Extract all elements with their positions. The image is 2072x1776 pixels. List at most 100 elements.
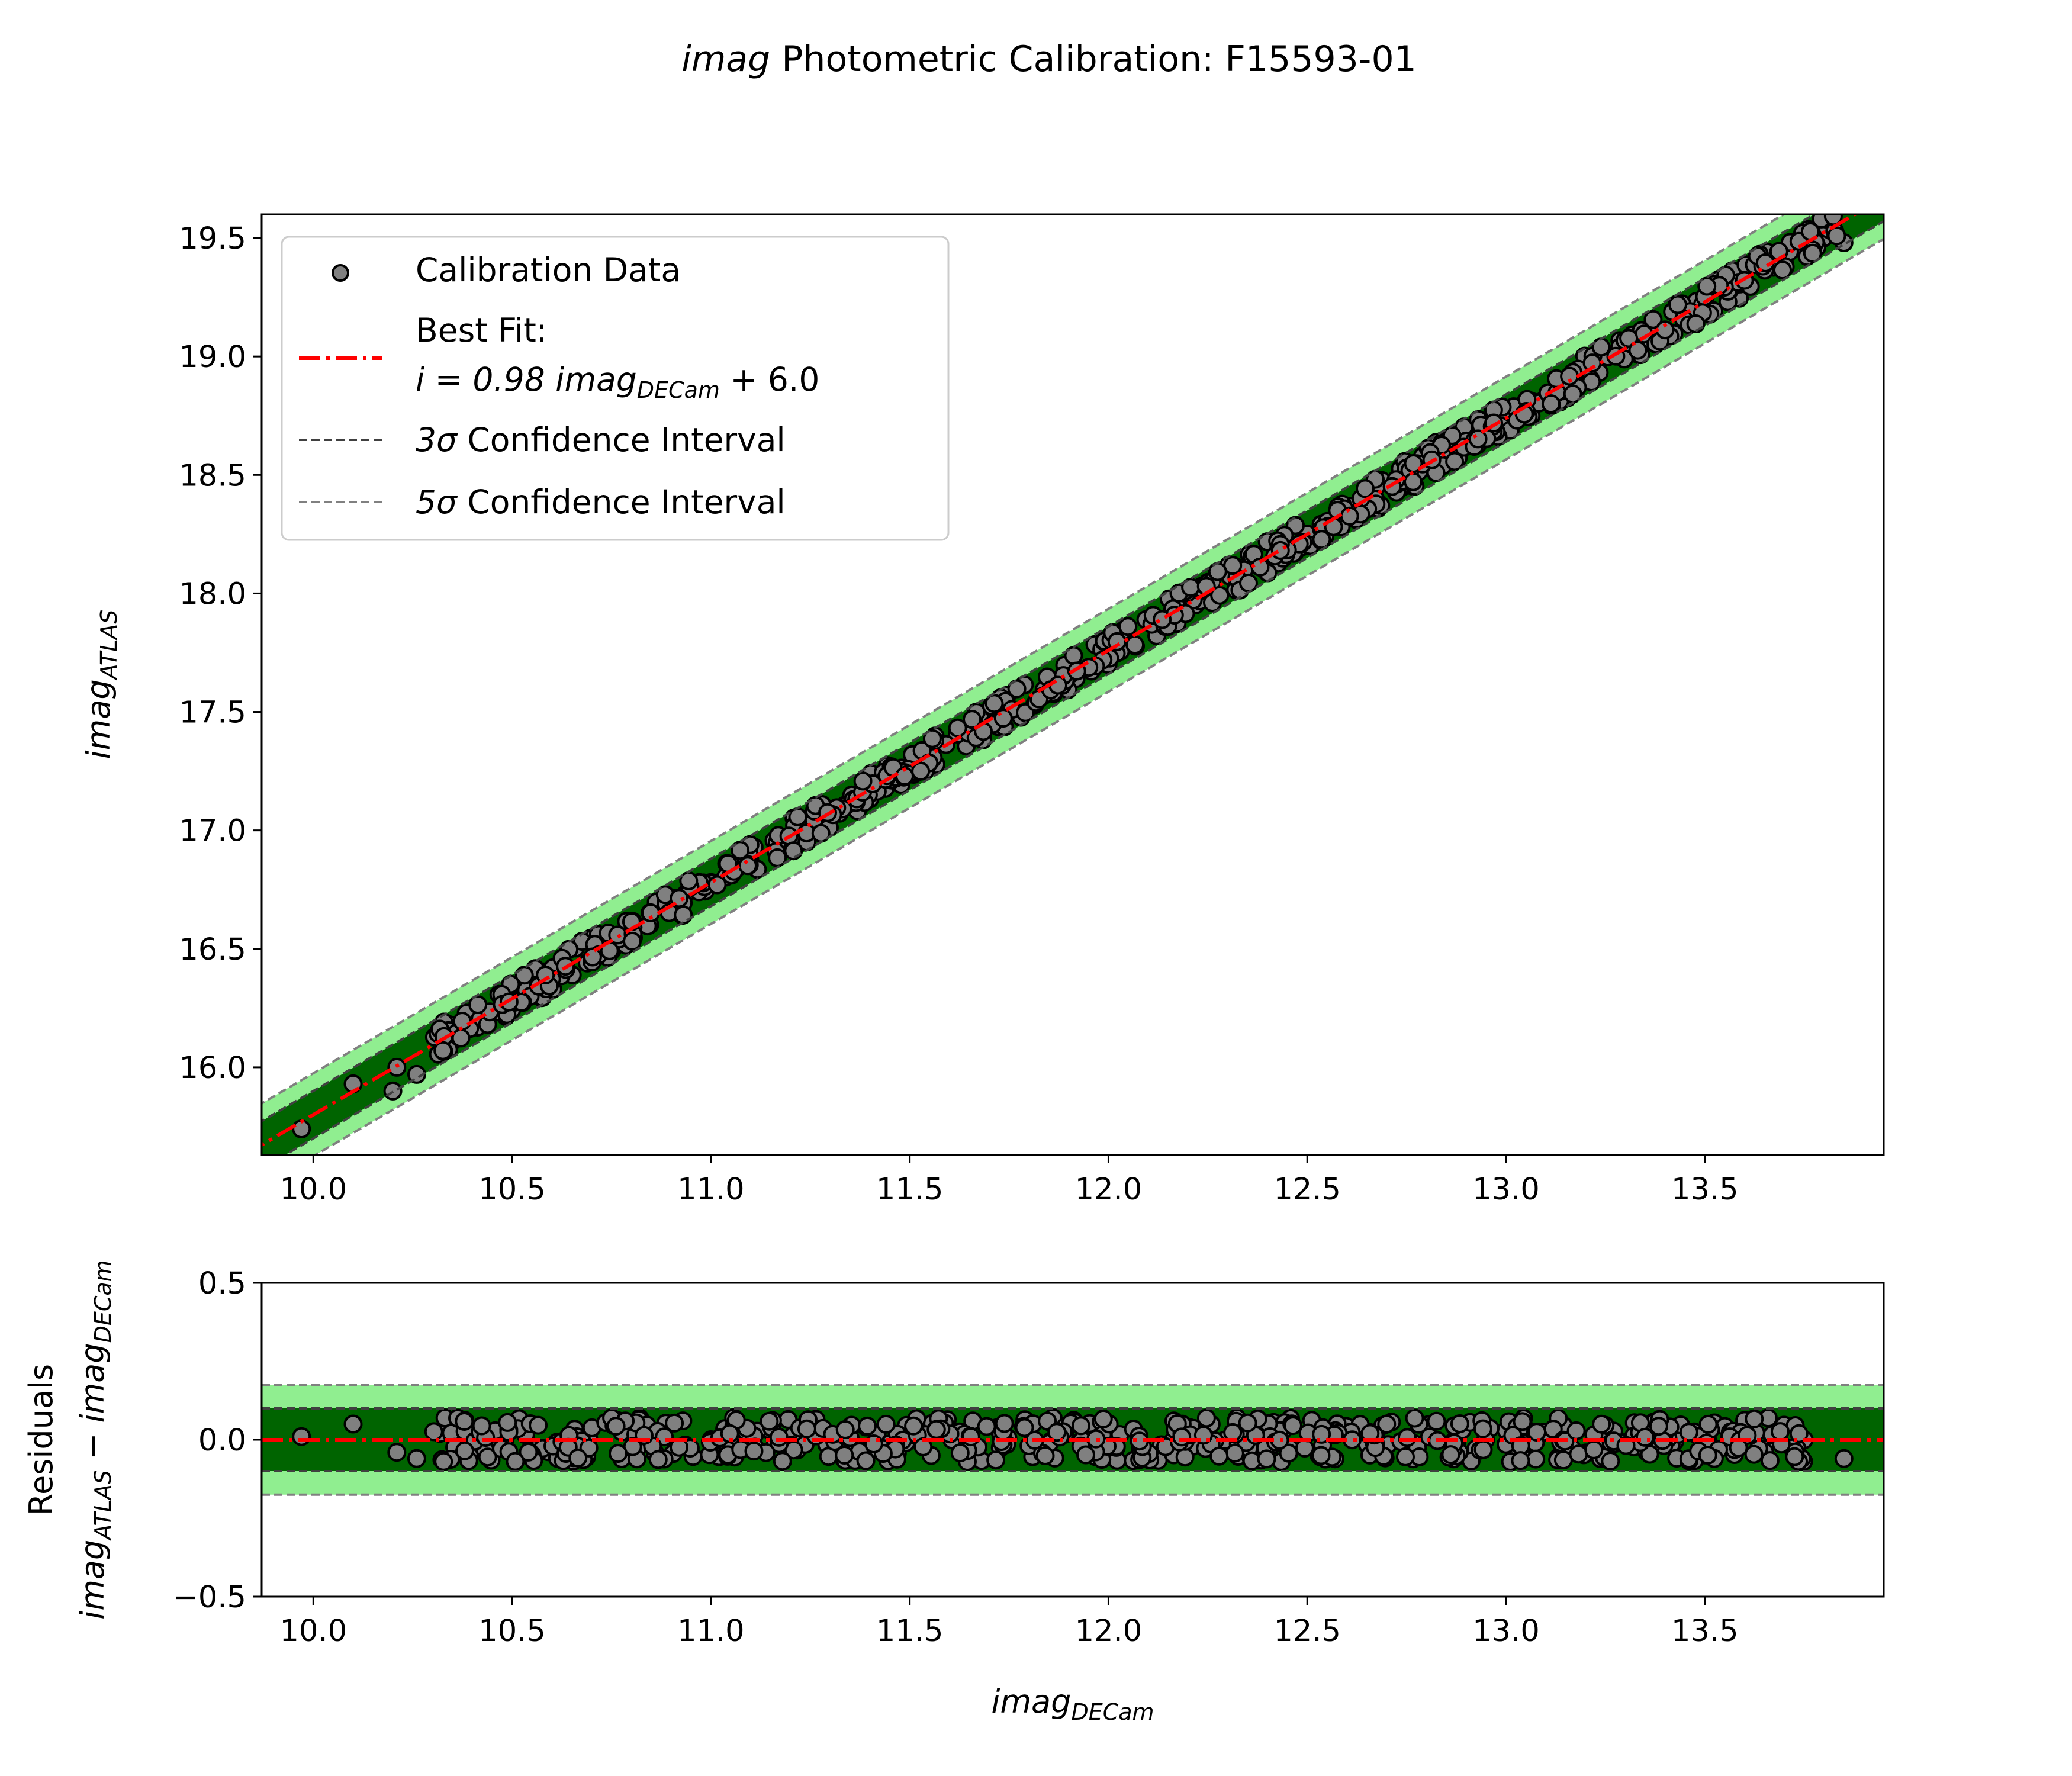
- ci3-upper-line: [262, 214, 1817, 1123]
- data-point: [1668, 295, 1687, 314]
- ci3-sigma-symbol: 3σ: [416, 421, 458, 459]
- data-point: [1823, 214, 1843, 226]
- residual-point: [519, 1442, 538, 1462]
- data-point: [452, 1012, 472, 1031]
- residual-point: [1729, 1438, 1748, 1458]
- residual-point: [1698, 1414, 1718, 1434]
- residual-point: [926, 1420, 946, 1439]
- residual-point: [760, 1411, 779, 1431]
- residual-point: [568, 1448, 588, 1468]
- residual-point: [1566, 1421, 1586, 1440]
- main-xtick-label: 11.5: [876, 1172, 944, 1207]
- residual-point: [1527, 1423, 1546, 1442]
- residual-point: [1311, 1446, 1331, 1465]
- residual-point: [606, 1417, 626, 1436]
- residual-xtick-label: 10.5: [478, 1614, 546, 1649]
- residual-point: [292, 1427, 311, 1446]
- data-point: [623, 931, 642, 951]
- residual-x-ticks: 10.0 10.5 11.0 11.5 12.0 12.5 13.0 13.5: [280, 1597, 1739, 1649]
- residual-point: [961, 1427, 980, 1447]
- residual-point: [1076, 1445, 1095, 1465]
- residual-point: [1698, 1446, 1717, 1465]
- data-point: [731, 841, 750, 860]
- residual-point: [1015, 1418, 1034, 1437]
- residual-point: [797, 1419, 816, 1439]
- residual-y-axis-label-line2: imagATLAS − imagDECam: [74, 1260, 116, 1619]
- main-ylabel-sub: ATLAS: [96, 610, 122, 681]
- residual-point: [1225, 1443, 1244, 1463]
- residual-point: [977, 1417, 996, 1436]
- legend-label-fit-line1: Best Fit:: [416, 311, 547, 349]
- data-point: [1773, 260, 1792, 280]
- data-point: [1541, 394, 1561, 414]
- residual-point: [506, 1452, 525, 1471]
- data-point: [707, 875, 727, 895]
- residual-point: [1473, 1419, 1492, 1439]
- xlabel-sub: DECam: [1071, 1699, 1154, 1725]
- data-point: [1445, 452, 1465, 471]
- title-text-part: Photometric Calibration: F15593-01: [770, 38, 1417, 80]
- main-xtick-label: 10.5: [478, 1172, 546, 1207]
- residual-point: [744, 1442, 764, 1461]
- best-fit-line: [262, 214, 1859, 1147]
- residual-point: [665, 1413, 684, 1433]
- data-point: [1125, 635, 1145, 655]
- main-ytick-label: 19.5: [179, 221, 246, 256]
- main-xtick-label: 13.5: [1671, 1172, 1739, 1207]
- residual-xtick-label: 13.0: [1472, 1614, 1540, 1649]
- data-point: [922, 729, 942, 748]
- residual-ytick-label: −0.5: [173, 1580, 246, 1615]
- residual-point: [1744, 1444, 1764, 1464]
- data-point: [1803, 243, 1822, 263]
- main-xtick-label: 13.0: [1472, 1172, 1540, 1207]
- residual-point: [387, 1443, 407, 1462]
- fit-eq-suffix: + 6.0: [720, 361, 820, 398]
- fit-eq-prefix: i = 0.98: [416, 361, 555, 398]
- data-point: [1007, 679, 1027, 699]
- xlabel-var: imag: [991, 1683, 1071, 1720]
- residual-point: [1601, 1452, 1620, 1471]
- main-ytick-label: 18.5: [179, 458, 246, 493]
- residual-point: [1093, 1409, 1113, 1428]
- residual-xtick-label: 11.5: [876, 1614, 944, 1649]
- residual-point: [1679, 1423, 1698, 1442]
- ci3-text: Confidence Interval: [457, 421, 786, 459]
- residual-xtick-label: 10.0: [280, 1614, 348, 1649]
- main-ylabel-var: imag: [80, 679, 117, 759]
- main-ytick-label: 16.0: [179, 1051, 246, 1086]
- residual-point: [424, 1422, 443, 1442]
- legend-label-fit-line2: i = 0.98 imagDECam + 6.0: [416, 361, 819, 403]
- legend: Calibration Data Best Fit: i = 0.98 imag…: [281, 236, 950, 541]
- residual-point: [835, 1446, 854, 1465]
- residual-point: [478, 1447, 497, 1467]
- data-point: [1643, 310, 1663, 329]
- residual-point: [1071, 1416, 1090, 1436]
- data-point: [468, 995, 488, 1014]
- residual-point: [1398, 1428, 1417, 1447]
- ci5-lower-line: [313, 237, 1884, 1155]
- residual-xtick-label: 13.5: [1671, 1614, 1739, 1649]
- residual-point: [1257, 1449, 1276, 1469]
- legend-label-data: Calibration Data: [416, 251, 681, 289]
- data-point: [1404, 472, 1423, 491]
- residual-point: [835, 1420, 855, 1439]
- residual-point: [1279, 1443, 1298, 1463]
- main-xtick-label: 11.0: [677, 1172, 745, 1207]
- data-point: [1356, 479, 1375, 498]
- residual-point: [1047, 1423, 1067, 1442]
- main-xtick-label: 12.0: [1075, 1172, 1143, 1207]
- residual-point: [773, 1452, 792, 1471]
- legend-box: [281, 236, 950, 541]
- fit-eq-sub: DECam: [637, 377, 720, 403]
- data-point: [1591, 337, 1611, 357]
- residual-point: [1569, 1444, 1588, 1464]
- x-axis-label: imagDECam: [991, 1683, 1154, 1725]
- residual-y-ticks: −0.5 0.0 0.5: [173, 1266, 262, 1615]
- calibration-points: [292, 214, 1854, 1138]
- residual-point: [648, 1450, 668, 1469]
- residual-lines: [262, 1384, 1884, 1496]
- ci5-text: Confidence Interval: [457, 483, 786, 521]
- residual-point: [472, 1416, 491, 1436]
- residual-xtick-label: 11.0: [677, 1614, 745, 1649]
